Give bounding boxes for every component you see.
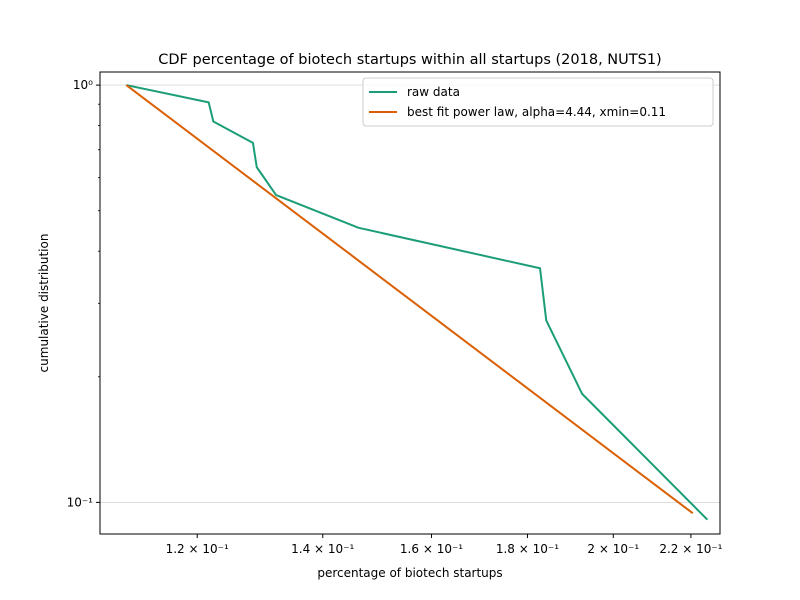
- y-axis-label: cumulative distribution: [37, 234, 51, 373]
- x-tick-label: 1.2 × 10⁻¹: [166, 542, 229, 556]
- y-axis: 10⁰ 10⁻¹: [67, 78, 100, 509]
- chart-title: CDF percentage of biotech startups withi…: [158, 52, 661, 68]
- series-layer: [126, 85, 707, 520]
- y-tick-label: 10⁰: [73, 78, 93, 92]
- y-tick-label: 10⁻¹: [67, 495, 94, 509]
- legend-label: raw data: [407, 85, 460, 99]
- x-tick-label: 2 × 10⁻¹: [587, 542, 639, 556]
- x-tick-label: 1.8 × 10⁻¹: [496, 542, 559, 556]
- x-tick-label: 1.4 × 10⁻¹: [291, 542, 354, 556]
- x-tick-label: 2.2 × 10⁻¹: [659, 542, 722, 556]
- x-tick-label: 1.6 × 10⁻¹: [400, 542, 463, 556]
- legend: raw data best fit power law, alpha=4.44, …: [363, 78, 713, 126]
- series-line-1: [126, 85, 692, 513]
- x-axis-label: percentage of biotech startups: [317, 566, 502, 580]
- x-axis: 1.2 × 10⁻¹ 1.4 × 10⁻¹ 1.6 × 10⁻¹ 1.8 × 10⁻¹…: [166, 534, 723, 556]
- legend-label: best fit power law, alpha=4.44, xmin=0.1…: [407, 105, 666, 119]
